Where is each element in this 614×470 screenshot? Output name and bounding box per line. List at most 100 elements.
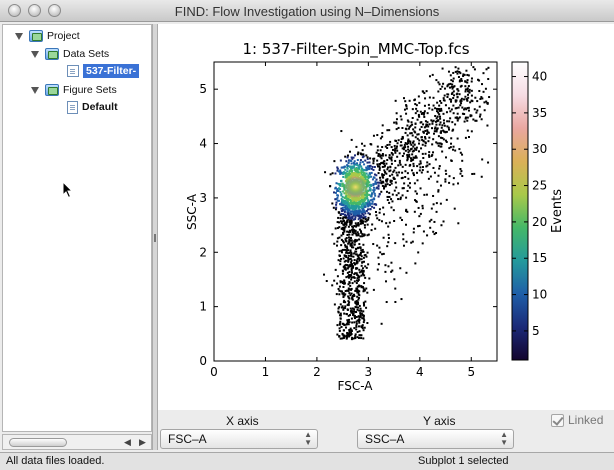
data-point <box>349 331 352 334</box>
data-point <box>398 171 401 174</box>
tree-horizontal-scrollbar[interactable]: ◀ ▶ <box>2 434 152 450</box>
data-point <box>336 166 339 169</box>
data-point <box>441 85 444 88</box>
data-point <box>370 193 373 196</box>
data-point <box>357 297 360 300</box>
colorbar-tick-label: 25 <box>532 179 547 193</box>
data-point <box>418 139 421 142</box>
data-point <box>341 227 344 230</box>
data-point <box>421 143 424 146</box>
data-point <box>346 167 349 170</box>
data-point <box>450 79 453 82</box>
y-tick-label: 0 <box>199 354 207 368</box>
data-point <box>340 234 343 237</box>
disclosure-triangle-icon[interactable] <box>15 32 23 40</box>
disclosure-triangle-icon[interactable] <box>31 86 39 94</box>
data-point <box>360 198 363 201</box>
data-point <box>434 158 437 161</box>
data-point <box>349 249 352 252</box>
close-window-button[interactable] <box>8 4 21 17</box>
data-point <box>343 192 346 195</box>
data-point <box>394 139 397 142</box>
data-point <box>355 224 358 227</box>
data-point <box>425 193 428 196</box>
data-point <box>427 125 430 128</box>
checkbox-check-icon[interactable] <box>551 413 564 427</box>
tree-item-figure-sets[interactable]: Figure Sets <box>31 82 117 98</box>
data-point <box>357 256 360 259</box>
data-point <box>347 295 350 298</box>
data-point <box>457 106 460 109</box>
data-point <box>353 224 356 227</box>
data-point <box>414 103 417 106</box>
data-point <box>359 235 362 238</box>
data-point <box>451 91 454 94</box>
data-point <box>353 173 356 176</box>
tree-item-data-file[interactable]: 537-Filter- <box>67 63 140 79</box>
data-point <box>410 158 413 161</box>
data-point <box>432 138 435 141</box>
data-point <box>450 85 453 88</box>
data-point <box>368 201 371 204</box>
data-point <box>338 289 341 292</box>
y-tick-label: 5 <box>199 82 207 96</box>
data-point <box>347 303 350 306</box>
data-point <box>358 271 361 274</box>
data-point <box>360 219 363 222</box>
data-point <box>353 310 356 313</box>
linked-checkbox[interactable]: Linked <box>551 413 603 427</box>
data-point <box>362 329 365 332</box>
data-point <box>354 201 357 204</box>
data-point <box>337 259 340 262</box>
data-point <box>395 122 398 125</box>
scrollbar-thumb[interactable] <box>9 438 67 447</box>
data-point <box>338 254 341 257</box>
data-point <box>346 275 349 278</box>
scatter-chart[interactable]: 1: 537-Filter-Spin_MMC-Top.fcs 0 1 2 3 4 5012… <box>158 24 614 410</box>
data-point <box>464 88 467 91</box>
data-point <box>408 126 411 129</box>
data-point <box>347 296 350 299</box>
disclosure-triangle-icon[interactable] <box>31 50 39 58</box>
tree-item-figure-default[interactable]: Default <box>67 99 118 115</box>
data-point <box>349 275 352 278</box>
data-point <box>388 129 391 132</box>
data-point <box>384 145 387 148</box>
data-point <box>384 264 387 267</box>
data-point <box>369 164 372 167</box>
data-point <box>474 96 477 99</box>
data-point <box>371 202 374 205</box>
data-point <box>333 160 336 163</box>
data-point <box>427 154 430 157</box>
data-point <box>351 210 354 213</box>
minimize-window-button[interactable] <box>28 4 41 17</box>
y-axis-select[interactable]: SSC–A ▲ ▼ <box>357 429 514 449</box>
tree-item-data-sets[interactable]: Data Sets <box>31 46 109 62</box>
data-point <box>405 208 408 211</box>
project-tree[interactable]: Project Data Sets 537-Filter- Figure Set… <box>2 24 152 432</box>
data-point <box>412 128 415 131</box>
data-point <box>368 193 371 196</box>
data-point <box>334 227 337 230</box>
data-point <box>348 281 351 284</box>
scroll-right-arrow-icon[interactable]: ▶ <box>139 437 146 447</box>
y-axis-select-value: SSC–A <box>365 432 405 446</box>
data-point <box>337 170 340 173</box>
data-point <box>484 87 487 90</box>
data-point <box>381 154 384 157</box>
zoom-window-button[interactable] <box>48 4 61 17</box>
data-point <box>343 165 346 168</box>
data-point <box>460 102 463 105</box>
x-axis-select[interactable]: FSC–A ▲ ▼ <box>160 429 318 449</box>
data-point <box>438 113 441 116</box>
pane-splitter[interactable] <box>152 24 158 450</box>
scroll-left-arrow-icon[interactable]: ◀ <box>124 437 131 447</box>
data-point <box>354 197 357 200</box>
data-point <box>425 165 428 168</box>
data-point <box>380 182 383 185</box>
data-point <box>457 117 460 120</box>
data-point <box>355 320 358 323</box>
tree-item-project[interactable]: Project <box>15 28 80 44</box>
data-point <box>417 206 420 209</box>
